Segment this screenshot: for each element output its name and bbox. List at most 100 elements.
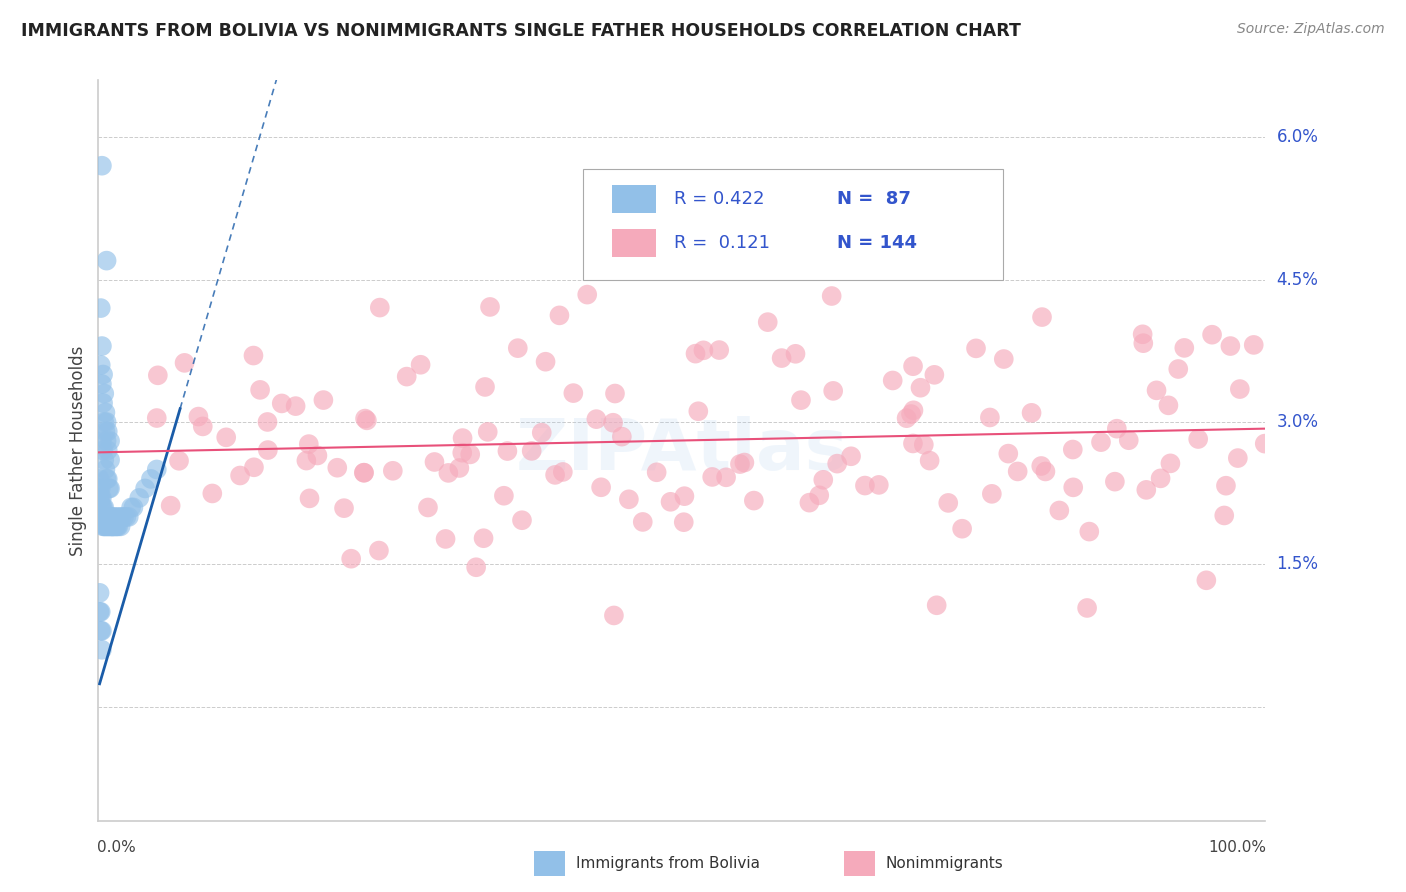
Point	[1219, 339, 1241, 353]
Point	[90, 500, 112, 515]
Point	[603, 386, 626, 401]
Point	[912, 438, 935, 452]
Point	[770, 351, 793, 365]
Point	[882, 374, 904, 388]
Point	[437, 466, 460, 480]
Point	[100, 509, 122, 524]
Text: N =  87: N = 87	[837, 190, 911, 208]
Point	[813, 473, 835, 487]
Point	[187, 409, 209, 424]
Point	[91, 368, 114, 382]
Point	[451, 431, 474, 445]
Text: 3.0%: 3.0%	[1277, 413, 1319, 431]
Point	[90, 605, 112, 619]
Point	[111, 509, 134, 524]
Point	[97, 482, 120, 496]
Point	[104, 519, 127, 533]
Point	[918, 453, 941, 467]
Point	[97, 519, 120, 533]
Point	[201, 486, 224, 500]
Point	[146, 462, 169, 476]
Point	[353, 466, 375, 480]
Point	[98, 519, 121, 533]
Point	[118, 509, 141, 524]
Point	[1226, 451, 1249, 466]
Point	[458, 447, 481, 461]
Point	[434, 532, 457, 546]
Point	[90, 509, 112, 524]
Point	[103, 519, 125, 533]
Point	[980, 487, 1002, 501]
Point	[1213, 508, 1236, 523]
Point	[90, 358, 112, 372]
Point	[93, 386, 115, 401]
Point	[91, 443, 114, 458]
Point	[534, 355, 557, 369]
Bar	[612, 185, 657, 213]
Point	[270, 396, 292, 410]
Point	[90, 624, 112, 638]
Point	[91, 396, 114, 410]
Point	[472, 531, 495, 545]
Point	[1104, 475, 1126, 489]
Point	[91, 500, 114, 515]
Point	[585, 412, 607, 426]
Point	[90, 377, 112, 392]
Point	[167, 454, 190, 468]
Point	[90, 500, 112, 515]
Point	[1062, 442, 1084, 457]
Point	[1187, 432, 1209, 446]
Point	[1031, 458, 1053, 473]
Point	[98, 434, 121, 448]
Point	[395, 369, 418, 384]
Point	[1195, 574, 1218, 588]
Point	[950, 522, 973, 536]
Point	[997, 447, 1019, 461]
Point	[790, 393, 813, 408]
Point	[714, 470, 737, 484]
Point	[96, 434, 118, 448]
Point	[1159, 456, 1181, 470]
Point	[576, 287, 599, 301]
Text: Source: ZipAtlas.com: Source: ZipAtlas.com	[1237, 22, 1385, 37]
Point	[868, 478, 890, 492]
Text: 1.5%: 1.5%	[1277, 556, 1319, 574]
Point	[562, 386, 585, 401]
Point	[602, 416, 624, 430]
Point	[93, 453, 115, 467]
Point	[672, 515, 695, 529]
Point	[90, 159, 112, 173]
Point	[853, 478, 876, 492]
Point	[910, 381, 932, 395]
Point	[96, 519, 118, 533]
Point	[477, 425, 499, 439]
Point	[96, 415, 118, 429]
Point	[90, 509, 112, 524]
Point	[356, 413, 378, 427]
Point	[728, 457, 751, 471]
Point	[510, 513, 533, 527]
Point	[785, 347, 807, 361]
Point	[551, 465, 574, 479]
Point	[465, 560, 488, 574]
Point	[326, 460, 349, 475]
Point	[936, 496, 959, 510]
Point	[312, 393, 335, 408]
Point	[97, 472, 120, 486]
Point	[90, 491, 112, 505]
Point	[249, 383, 271, 397]
Point	[1243, 338, 1265, 352]
Point	[924, 368, 946, 382]
Point	[94, 405, 117, 419]
Point	[1090, 435, 1112, 450]
Point	[94, 509, 117, 524]
Point	[101, 519, 124, 533]
Y-axis label: Single Father Households: Single Father Households	[69, 345, 87, 556]
Point	[112, 509, 135, 524]
Point	[242, 349, 264, 363]
Point	[215, 430, 238, 444]
Point	[298, 491, 321, 506]
Text: IMMIGRANTS FROM BOLIVIA VS NONIMMIGRANTS SINGLE FATHER HOUSEHOLDS CORRELATION CH: IMMIGRANTS FROM BOLIVIA VS NONIMMIGRANTS…	[21, 22, 1021, 40]
Point	[799, 495, 821, 509]
Point	[90, 339, 112, 353]
